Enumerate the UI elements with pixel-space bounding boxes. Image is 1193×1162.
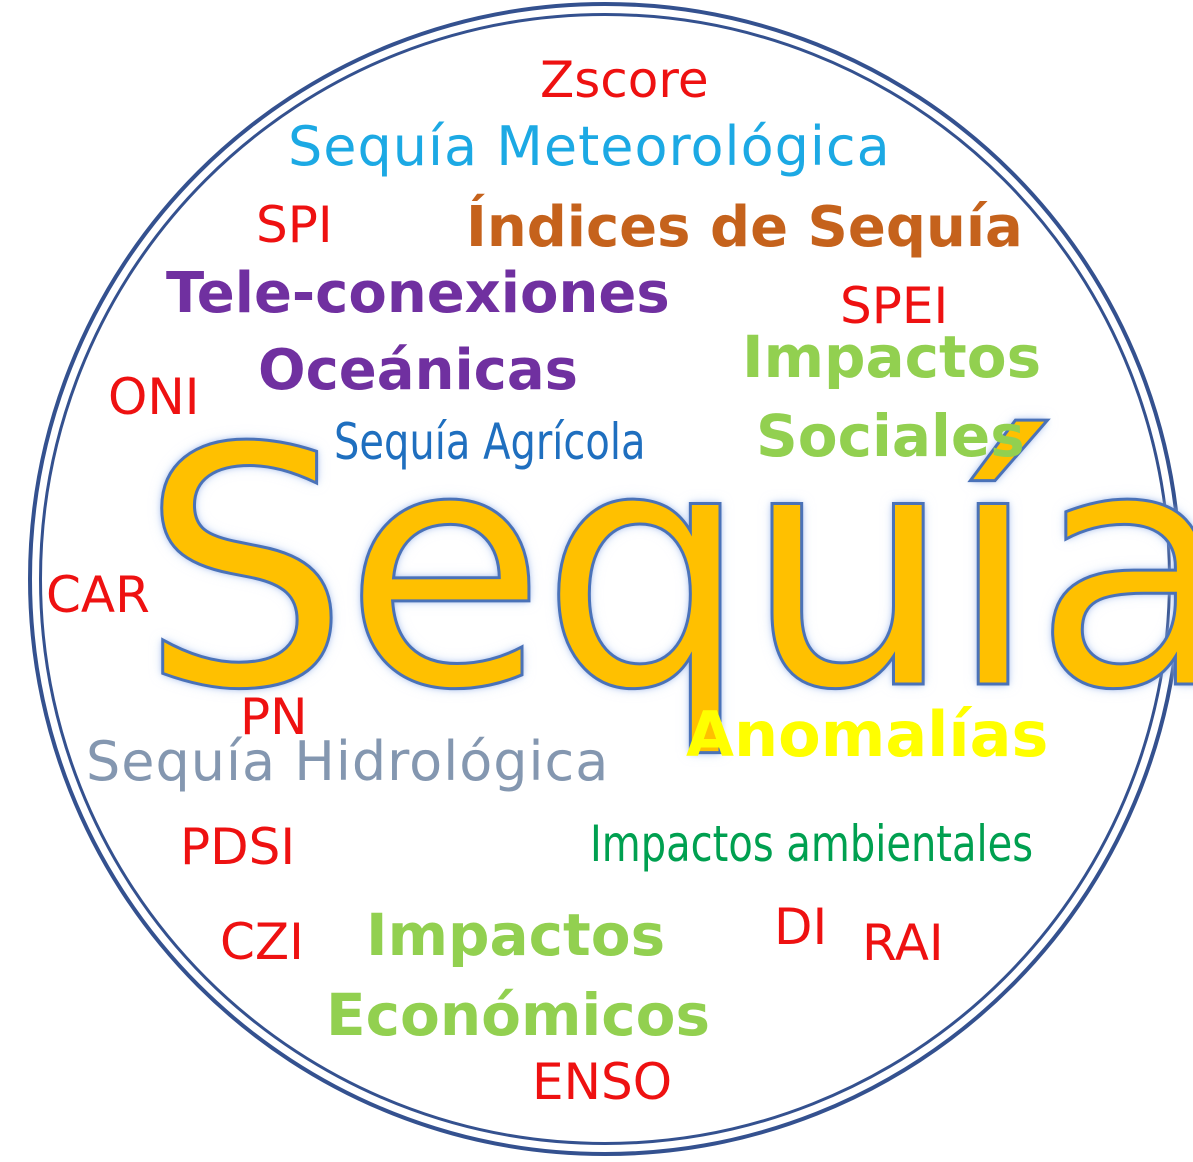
word-impactos-economicos-line1: Impactos <box>366 901 666 969</box>
outer-circle-border <box>28 2 1182 1156</box>
word-anomalias: Anomalías <box>686 698 1049 771</box>
word-oceanicas: Oceánicas <box>258 338 578 403</box>
word-sequia-meteorologica: Sequía Meteorológica <box>288 115 891 178</box>
word-zscore: Zscore <box>540 51 709 109</box>
word-teleconexiones: Tele-conexiones <box>166 261 670 326</box>
word-impactos-sociales-line2: Sociales <box>756 402 1025 470</box>
inner-circle-border <box>39 13 1171 1145</box>
word-spei: SPEI <box>840 277 949 335</box>
word-impactos-sociales-line1: Impactos <box>742 323 1042 391</box>
center-word-sequia: Sequía <box>138 378 1193 762</box>
word-impactos-economicos-line2: Económicos <box>326 981 711 1049</box>
word-czi: CZI <box>220 913 304 971</box>
word-sequia-hidrologica: Sequía Hidrológica <box>86 730 610 793</box>
word-enso: ENSO <box>532 1053 673 1111</box>
word-oni: ONI <box>108 368 200 426</box>
word-pn: PN <box>240 688 308 746</box>
word-indices-de-sequia: Índices de Sequía <box>466 195 1023 260</box>
word-car: CAR <box>46 566 150 624</box>
word-spi: SPI <box>256 196 333 254</box>
word-rai: RAI <box>862 914 944 972</box>
word-sequia-agricola: Sequía Agrícola <box>334 413 646 471</box>
word-impactos-ambientales: Impactos ambientales <box>590 815 1034 873</box>
word-pdsi: PDSI <box>180 818 296 876</box>
word-di: DI <box>774 898 828 956</box>
